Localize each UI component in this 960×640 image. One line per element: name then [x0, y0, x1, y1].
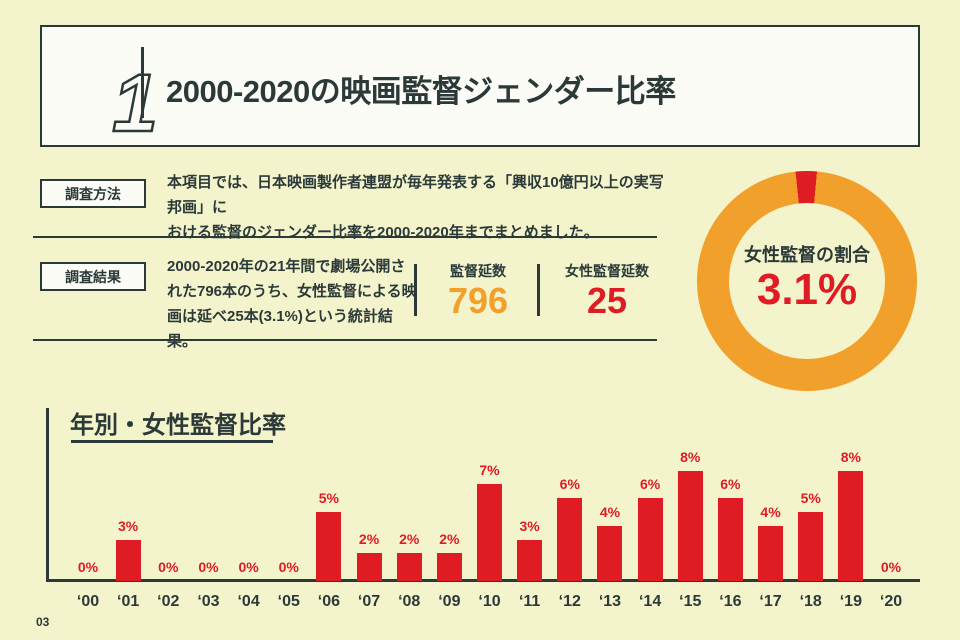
bar-value-label: 4% — [760, 504, 781, 520]
bar — [356, 553, 382, 581]
x-tick-label: ‘11 — [518, 593, 541, 610]
bar-value-label: 8% — [840, 449, 861, 465]
bar-value-label: 0% — [77, 559, 99, 575]
method-label-box: 調査方法 — [40, 179, 146, 208]
x-tick-label: ‘01 — [117, 593, 140, 610]
bar — [597, 526, 623, 581]
x-tick-label: ‘19 — [839, 593, 862, 610]
x-tick-label: ‘06 — [317, 593, 341, 610]
divider-line-bottom — [33, 339, 657, 341]
result-label: 調査結果 — [65, 268, 121, 285]
x-tick-label: ‘10 — [478, 593, 501, 610]
bar — [557, 498, 583, 581]
bar — [477, 484, 502, 581]
x-tick-label: ‘04 — [237, 593, 260, 610]
divider-line-top — [33, 236, 657, 238]
bar — [637, 498, 663, 581]
bar-chart-title: 年別・女性監督比率 — [70, 412, 286, 439]
x-tick-label: ‘14 — [638, 593, 662, 610]
section-header-box: 1 — [40, 25, 920, 147]
donut-label: 女性監督の割合 — [744, 244, 870, 265]
x-tick-label: ‘16 — [719, 593, 742, 610]
y-axis-line — [46, 408, 49, 582]
result-label-box: 調査結果 — [40, 262, 146, 291]
bar — [758, 526, 784, 581]
stat-female-directors-value: 25 — [586, 280, 628, 321]
bar-value-label: 4% — [599, 504, 621, 520]
x-tick-label: ‘15 — [679, 593, 702, 610]
bar — [396, 553, 422, 581]
result-description: 2000-2020年の21年間で劇場公開さ れた796本のうち、女性監督による映… — [167, 258, 417, 350]
bar — [115, 540, 141, 581]
bar-value-label: 2% — [439, 531, 460, 547]
stat-divider-2 — [537, 264, 540, 316]
bar-value-label: 2% — [399, 531, 420, 547]
bar-value-label: 3% — [118, 518, 139, 534]
bar — [838, 471, 864, 581]
bar — [717, 498, 743, 581]
stat-divider-1 — [414, 264, 417, 316]
stat-total-directors: 監督延数 796 — [424, 261, 532, 320]
bar-value-label: 8% — [680, 449, 701, 465]
bar — [677, 471, 703, 581]
bar — [517, 540, 543, 581]
bar-chart-title-underline — [71, 440, 273, 443]
bar — [798, 512, 824, 581]
page-title: 2000-2020の映画監督ジェンダー比率 — [166, 74, 676, 109]
stat-female-directors-label: 女性監督延数 — [565, 263, 649, 279]
bar-value-label: 0% — [278, 559, 299, 575]
bar-value-label: 2% — [358, 531, 380, 547]
method-label: 調査方法 — [65, 185, 121, 202]
x-tick-label: ‘02 — [157, 593, 180, 610]
donut-chart: 女性監督の割合 3.1% — [697, 171, 917, 391]
x-tick-label: ‘12 — [558, 593, 581, 610]
x-tick-label: ‘13 — [598, 593, 622, 610]
page-number: 03 — [36, 615, 50, 629]
x-tick-label: ‘08 — [398, 593, 421, 610]
x-tick-label: ‘00 — [76, 593, 100, 610]
donut-center-text: 女性監督の割合 3.1% — [697, 171, 917, 391]
bar-value-label: 0% — [880, 559, 902, 575]
bar — [436, 553, 462, 581]
section-number: 1 — [111, 58, 159, 149]
x-tick-label: ‘05 — [277, 593, 300, 610]
x-tick-label: ‘18 — [799, 593, 822, 610]
bar-value-label: 5% — [318, 490, 339, 506]
stat-female-directors: 女性監督延数 25 — [547, 261, 667, 320]
bar-value-label: 3% — [519, 518, 540, 534]
method-description: 本項目では、日本映画製作者連盟が毎年発表する「興収10億円以上の実写邦画」に お… — [167, 174, 664, 241]
bar-value-label: 0% — [238, 559, 259, 575]
bar — [316, 512, 342, 581]
bar-value-label: 6% — [720, 476, 741, 492]
bar-value-label: 0% — [198, 559, 219, 575]
x-tick-label: ‘20 — [879, 593, 903, 610]
stat-total-directors-label: 監督延数 — [450, 263, 506, 279]
x-tick-label: ‘17 — [759, 593, 782, 610]
bar-value-label: 5% — [800, 490, 821, 506]
bar-value-label: 0% — [158, 559, 179, 575]
stat-total-directors-value: 796 — [447, 280, 509, 321]
header-divider — [141, 47, 144, 118]
x-tick-label: ‘07 — [357, 593, 381, 610]
bar-value-label: 7% — [479, 462, 500, 478]
bar-value-label: 6% — [639, 476, 661, 492]
x-tick-label: ‘09 — [438, 593, 461, 610]
bar-value-label: 6% — [559, 476, 580, 492]
x-tick-label: ‘03 — [197, 593, 220, 610]
donut-value: 3.1% — [756, 264, 858, 314]
donut-hole — [729, 203, 885, 359]
